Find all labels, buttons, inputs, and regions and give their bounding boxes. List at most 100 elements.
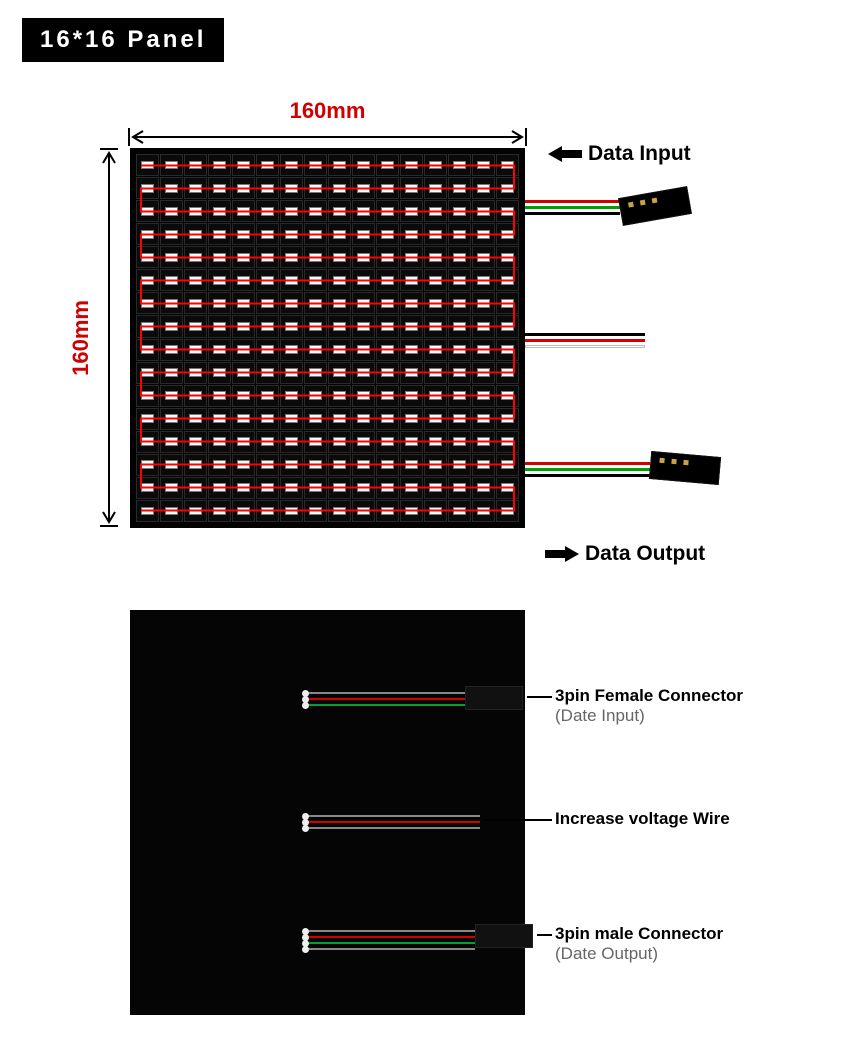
led-cell — [160, 269, 183, 291]
led-cell — [352, 292, 375, 314]
led-cell — [328, 292, 351, 314]
wire — [525, 462, 650, 465]
led-cell — [376, 154, 399, 176]
led-cell — [208, 385, 231, 407]
wire — [525, 206, 620, 209]
led-cell — [160, 477, 183, 499]
led-cell — [304, 500, 327, 522]
led-cell — [256, 362, 279, 384]
led-cell — [328, 362, 351, 384]
led-cell — [208, 223, 231, 245]
data-output-label: Data Output — [545, 542, 705, 566]
led-cell — [352, 223, 375, 245]
led-cell — [280, 477, 303, 499]
callout-title: Increase voltage Wire — [555, 809, 730, 829]
led-cell — [400, 477, 423, 499]
led-cell — [448, 385, 471, 407]
led-cell — [448, 292, 471, 314]
led-cell — [280, 500, 303, 522]
led-cell — [400, 408, 423, 430]
led-cell — [256, 315, 279, 337]
led-cell — [352, 500, 375, 522]
led-cell — [160, 500, 183, 522]
led-cell — [136, 454, 159, 476]
wire — [305, 942, 475, 944]
led-cell — [136, 292, 159, 314]
led-cell — [352, 200, 375, 222]
led-cell — [328, 269, 351, 291]
led-cell — [328, 315, 351, 337]
callout-subtitle: (Date Output) — [555, 944, 723, 964]
led-cell — [352, 408, 375, 430]
led-cell — [232, 292, 255, 314]
led-cell — [136, 385, 159, 407]
callout: 3pin male Connector(Date Output) — [555, 924, 723, 964]
led-cell — [256, 454, 279, 476]
led-cell — [328, 477, 351, 499]
led-cell — [136, 477, 159, 499]
data-input-label: Data Input — [548, 142, 691, 166]
height-label: 160mm — [68, 300, 94, 376]
wire — [305, 930, 475, 932]
led-cell — [160, 177, 183, 199]
led-cell — [328, 408, 351, 430]
led-cell — [496, 454, 519, 476]
led-cell — [232, 431, 255, 453]
led-cell — [424, 154, 447, 176]
wireset-power — [525, 333, 645, 351]
led-cell — [400, 292, 423, 314]
height-dimension: 160mm — [68, 140, 123, 535]
wire — [305, 948, 475, 950]
led-cell — [352, 385, 375, 407]
led-cell — [280, 315, 303, 337]
led-cell — [448, 315, 471, 337]
led-cell — [208, 246, 231, 268]
led-cell — [400, 200, 423, 222]
led-cell — [424, 408, 447, 430]
led-cell — [328, 385, 351, 407]
led-cell — [496, 385, 519, 407]
led-cell — [280, 246, 303, 268]
jst-connector-icon — [465, 686, 523, 710]
led-cell — [328, 200, 351, 222]
callout-title: 3pin male Connector — [555, 924, 723, 944]
led-cell — [472, 477, 495, 499]
led-cell — [376, 500, 399, 522]
led-cell — [160, 292, 183, 314]
led-cell — [136, 154, 159, 176]
led-cell — [496, 269, 519, 291]
led-cell — [496, 246, 519, 268]
led-cell — [424, 246, 447, 268]
led-cell — [376, 292, 399, 314]
led-cell — [448, 200, 471, 222]
led-cell — [448, 339, 471, 361]
led-cell — [304, 362, 327, 384]
led-cell — [256, 431, 279, 453]
height-dim-arrows-icon — [98, 145, 120, 530]
led-cell — [208, 362, 231, 384]
wireset-output — [525, 462, 650, 480]
led-cell — [496, 154, 519, 176]
led-cell — [232, 223, 255, 245]
led-cell — [376, 177, 399, 199]
led-cell — [208, 200, 231, 222]
led-cell — [448, 223, 471, 245]
led-cell — [256, 177, 279, 199]
led-cell — [160, 200, 183, 222]
led-cell — [400, 431, 423, 453]
led-cell — [280, 292, 303, 314]
led-cell — [184, 362, 207, 384]
led-cell — [184, 292, 207, 314]
led-cell — [256, 223, 279, 245]
led-cell — [496, 292, 519, 314]
led-cell — [328, 431, 351, 453]
back-wireset — [305, 930, 475, 954]
led-cell — [208, 292, 231, 314]
title-text: 16*16 Panel — [40, 26, 206, 53]
led-cell — [184, 477, 207, 499]
led-cell — [376, 223, 399, 245]
led-cell — [136, 500, 159, 522]
led-cell — [256, 200, 279, 222]
led-cell — [208, 454, 231, 476]
led-cell — [136, 200, 159, 222]
